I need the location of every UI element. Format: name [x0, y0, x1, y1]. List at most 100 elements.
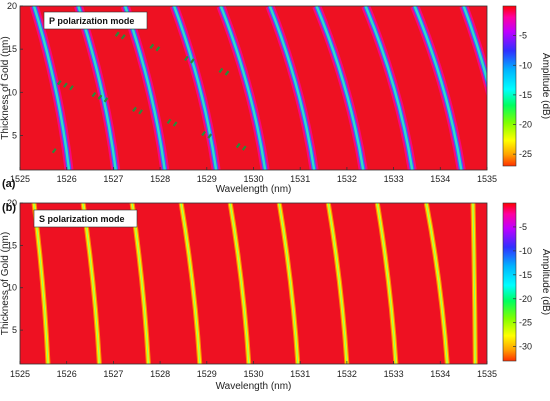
colorbar-tick-label: -30: [519, 342, 532, 352]
x-tick-label: 1533: [384, 369, 404, 379]
resonance-core: [364, 6, 414, 170]
colorbar-tick-label: -15: [519, 90, 532, 100]
heatmap-area: [31, 203, 478, 364]
resonance-core: [413, 6, 463, 170]
artifact-dash: [132, 106, 137, 112]
x-tick-label: 1527: [103, 369, 123, 379]
artifact-dash: [224, 70, 230, 76]
resonance-core: [172, 6, 218, 170]
resonance-core: [462, 6, 487, 85]
x-tick-label: 1529: [197, 174, 217, 184]
y-tick-label: 15: [7, 240, 17, 250]
y-tick-label: 20: [7, 1, 17, 11]
artifact-dash: [155, 46, 161, 52]
colorbar-tick-label: -25: [519, 318, 532, 328]
artifact-dash: [69, 85, 74, 91]
resonance-curve: [374, 203, 399, 364]
x-tick-label: 1534: [430, 174, 450, 184]
resonance-core-center: [229, 203, 250, 364]
resonance-curve: [410, 6, 466, 170]
x-tick-label: 1532: [337, 369, 357, 379]
artifact-dash: [103, 97, 109, 103]
artifact-dash: [120, 34, 126, 40]
colorbar-tick-label: -10: [519, 60, 532, 70]
x-tick-label: 1527: [103, 174, 123, 184]
resonance-curve: [178, 203, 203, 364]
artifact-dash: [138, 109, 143, 115]
artifact-dash: [207, 133, 213, 139]
resonance-core-center: [425, 203, 448, 364]
artifact-dash: [97, 94, 103, 100]
resonance-curve: [29, 6, 74, 170]
resonance-curve: [423, 203, 450, 364]
colorbar-tick-label: -20: [519, 120, 532, 130]
colorbar: [502, 202, 517, 362]
x-axis-label: Wavelength (nm): [216, 184, 292, 195]
artifact-dash: [183, 55, 189, 62]
colorbar-label: Amplitude (dB): [540, 249, 550, 315]
mode-label: S polarization mode: [39, 214, 125, 224]
colorbar-tick-label: -15: [519, 270, 532, 280]
artifact-dash: [218, 67, 224, 74]
x-tick-label: 1531: [290, 174, 310, 184]
x-tick-label: 1533: [384, 174, 404, 184]
x-tick-label: 1532: [337, 174, 357, 184]
artifact-dash: [166, 118, 172, 125]
resonance-curve: [312, 6, 368, 170]
artifact-dash: [190, 58, 195, 64]
resonance-curve: [325, 203, 350, 364]
x-axis-label: Wavelength (nm): [216, 381, 292, 392]
panel-b: 1525 1526 1527 1528 1529 1530 1531 1532 1533 1534…: [0, 198, 550, 392]
x-tick-label: 1528: [150, 174, 170, 184]
mode-label-box: [33, 209, 138, 228]
artifact-dash: [51, 148, 57, 154]
x-tick-label: 1525: [10, 369, 30, 379]
resonance-core-center: [472, 203, 476, 364]
resonance-core: [32, 6, 71, 170]
colorbar-tick-label: -5: [519, 222, 527, 232]
resonance-curve: [459, 6, 487, 98]
y-tick-label: 15: [7, 44, 17, 54]
x-tick-label: 1531: [290, 369, 310, 379]
y-tick-label: 5: [12, 325, 17, 335]
panel-a: 1525 1526 1527 1528 1529 1530 1531 1532 1533 1534…: [0, 1, 550, 195]
resonance-core: [315, 6, 365, 170]
resonance-curve: [227, 203, 252, 364]
colorbar: [502, 5, 517, 167]
colorbar-label: Amplitude (dB): [540, 53, 550, 119]
x-tick-label: 1529: [197, 369, 217, 379]
resonance-curve: [265, 6, 319, 170]
resonance-curve: [169, 6, 221, 170]
y-tick-label: 10: [7, 87, 17, 97]
y-tick-label: 5: [12, 130, 17, 140]
artifact-dash: [114, 31, 120, 37]
artifact-dash: [241, 145, 247, 151]
y-tick-label: 20: [7, 198, 17, 208]
x-tick-label: 1526: [57, 369, 77, 379]
resonance-core-center: [376, 203, 397, 364]
x-tick-label: 1535: [477, 174, 497, 184]
colorbar-tick-label: -20: [519, 294, 532, 304]
resonance-core-center: [327, 203, 348, 364]
mode-label-box: [43, 11, 148, 30]
y-axis-label: Thickness of Gold (nm): [0, 36, 11, 139]
x-tick-label: 1526: [57, 174, 77, 184]
x-tick-label: 1528: [150, 369, 170, 379]
resonance-core: [268, 6, 316, 170]
artifact-dash: [235, 142, 241, 149]
artifact-dash: [149, 43, 155, 49]
resonance-core-center: [180, 203, 201, 364]
resonance-curve: [470, 203, 478, 364]
resonance-curve: [276, 203, 301, 364]
artifact-dash: [172, 121, 178, 127]
artifact-dash: [56, 79, 62, 86]
resonance-curve: [216, 6, 270, 170]
x-tick-label: 1530: [243, 369, 263, 379]
x-tick-label: 1535: [477, 369, 497, 379]
colorbar-tick-label: -25: [519, 149, 532, 159]
y-tick-label: 10: [7, 283, 17, 293]
resonance-core: [219, 6, 267, 170]
artifact-dash: [91, 91, 97, 98]
